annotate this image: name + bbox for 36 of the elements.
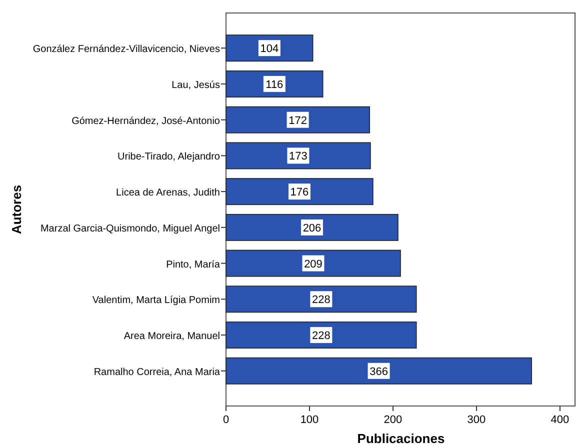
data-label: 173	[289, 150, 308, 163]
x-tick-label: 100	[300, 414, 319, 426]
x-tick-label: 200	[384, 414, 402, 426]
bar	[226, 322, 417, 349]
bar	[226, 250, 401, 277]
y-tick-label: Valentim, Marta Lígia Pomim	[92, 295, 220, 306]
x-tick-label: 0	[222, 414, 230, 426]
y-tick-label: Uribe-Tirado, Alejandro	[118, 152, 220, 163]
bar	[226, 142, 371, 170]
x-tick-label: 300	[467, 414, 486, 426]
data-label: 228	[312, 330, 330, 342]
x-axis-title: Publicaciones	[357, 431, 445, 446]
data-label: 172	[288, 114, 307, 127]
x-tick-label: 400	[550, 414, 570, 426]
bar	[226, 214, 398, 241]
data-label: 209	[304, 258, 322, 270]
y-tick-label: Marzal Garcia-Quismondo, Miguel Angel	[40, 223, 220, 234]
data-label: 116	[266, 78, 284, 91]
y-tick-label: Ramalho Correia, Ana Maria	[94, 366, 220, 378]
y-tick-label: Area Moreira, Manuel	[124, 331, 220, 342]
data-label: 104	[260, 43, 279, 56]
bar	[226, 106, 370, 134]
y-tick-label: Pinto, María	[166, 259, 220, 270]
y-tick-label: Lau, Jesús	[172, 80, 220, 91]
y-tick-label: González Fernández-Villavicencio, Nieves	[32, 44, 220, 56]
data-label: 206	[302, 222, 322, 234]
data-label: 366	[370, 366, 388, 378]
bar	[226, 357, 532, 384]
y-tick-label: Gómez-Hernández, José-Antonio	[72, 116, 220, 127]
y-tick-label: Licea de Arenas, Judith	[116, 188, 220, 199]
bar	[226, 178, 374, 206]
y-axis-title: Autores	[9, 184, 24, 234]
data-label: 228	[312, 294, 330, 306]
bar	[226, 286, 417, 313]
data-label: 176	[290, 186, 309, 199]
bar	[226, 70, 324, 98]
